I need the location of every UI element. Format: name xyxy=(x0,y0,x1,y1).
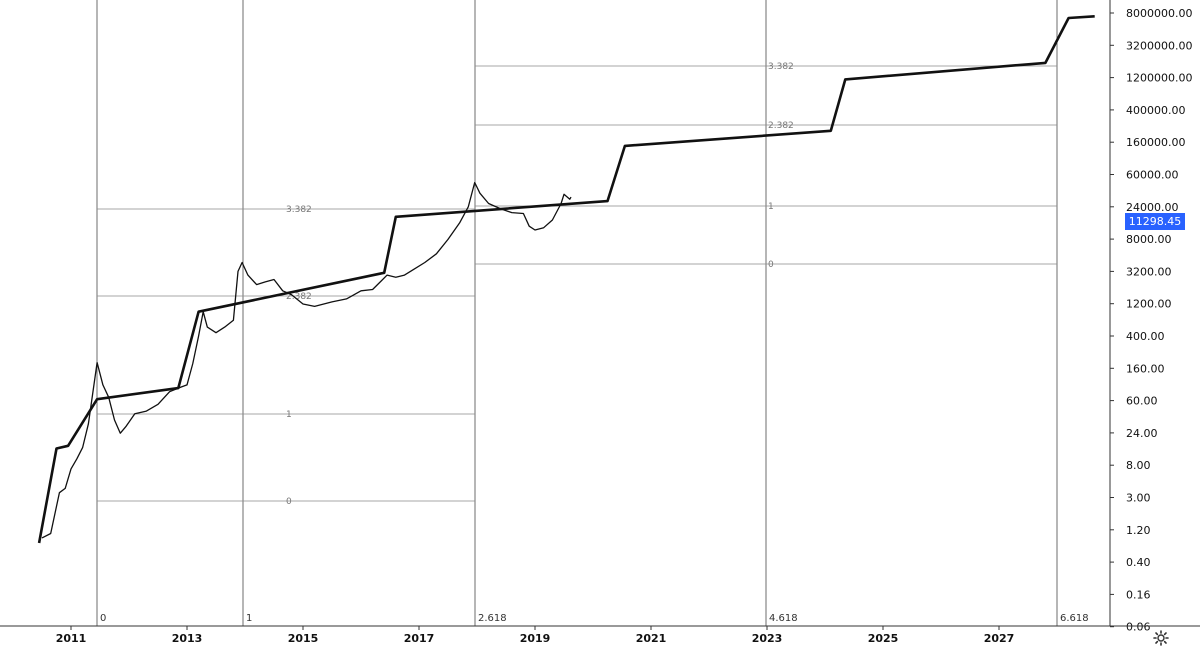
fib-level-label: 2.382 xyxy=(286,292,312,302)
y-tick-label: 1200000.00 xyxy=(1126,72,1192,85)
y-tick-label: 0.06 xyxy=(1126,621,1151,634)
y-tick-label: 1.20 xyxy=(1126,524,1151,537)
y-tick-label: 1200.00 xyxy=(1126,298,1172,311)
fib-level-label: 0 xyxy=(286,497,292,507)
x-tick-label: 2017 xyxy=(404,632,435,645)
current-price-label: 11298.45 xyxy=(1125,213,1185,230)
fib-level-label: 0 xyxy=(768,260,774,270)
y-tick-label: 24.00 xyxy=(1126,427,1158,440)
y-tick-label: 60.00 xyxy=(1126,395,1158,408)
time-fib-label: 1 xyxy=(246,613,252,624)
y-tick-label: 60000.00 xyxy=(1126,169,1179,182)
y-tick-label: 400.00 xyxy=(1126,330,1165,343)
x-tick-label: 2015 xyxy=(288,632,319,645)
x-tick-label: 2013 xyxy=(172,632,203,645)
y-tick-label: 3200000.00 xyxy=(1126,39,1192,52)
gear-icon[interactable] xyxy=(1153,630,1169,646)
y-tick-label: 8.00 xyxy=(1126,459,1151,472)
y-tick-label: 8000000.00 xyxy=(1126,7,1192,20)
time-fib-label: 4.618 xyxy=(769,613,798,624)
y-tick-label: 3200.00 xyxy=(1126,265,1172,278)
time-fib-label: 2.618 xyxy=(478,613,507,624)
trend-model-line xyxy=(37,15,1095,544)
fib-level-label: 3.382 xyxy=(286,205,312,215)
time-fib-label: 6.618 xyxy=(1060,613,1089,624)
y-tick-label: 400000.00 xyxy=(1126,104,1186,117)
x-tick-label: 2011 xyxy=(56,632,87,645)
y-tick-label: 8000.00 xyxy=(1126,233,1172,246)
price-line xyxy=(41,181,572,539)
x-tick-label: 2019 xyxy=(520,632,551,645)
time-fib-label: 0 xyxy=(100,613,106,624)
x-tick-label: 2025 xyxy=(868,632,899,645)
fib-level-label: 1 xyxy=(768,202,774,212)
x-tick-label: 2027 xyxy=(984,632,1015,645)
y-tick-label: 0.40 xyxy=(1126,556,1151,569)
fib-level-label: 1 xyxy=(286,410,292,420)
y-tick-label: 160000.00 xyxy=(1126,136,1186,149)
y-tick-label: 160.00 xyxy=(1126,362,1165,375)
fib-level-label: 3.382 xyxy=(768,62,794,72)
fib-level-label: 2.382 xyxy=(768,121,794,131)
y-tick-label: 3.00 xyxy=(1126,492,1151,505)
y-tick-label: 24000.00 xyxy=(1126,201,1179,214)
x-tick-label: 2021 xyxy=(636,632,667,645)
y-tick-label: 0.16 xyxy=(1126,588,1151,601)
x-tick-label: 2023 xyxy=(752,632,783,645)
